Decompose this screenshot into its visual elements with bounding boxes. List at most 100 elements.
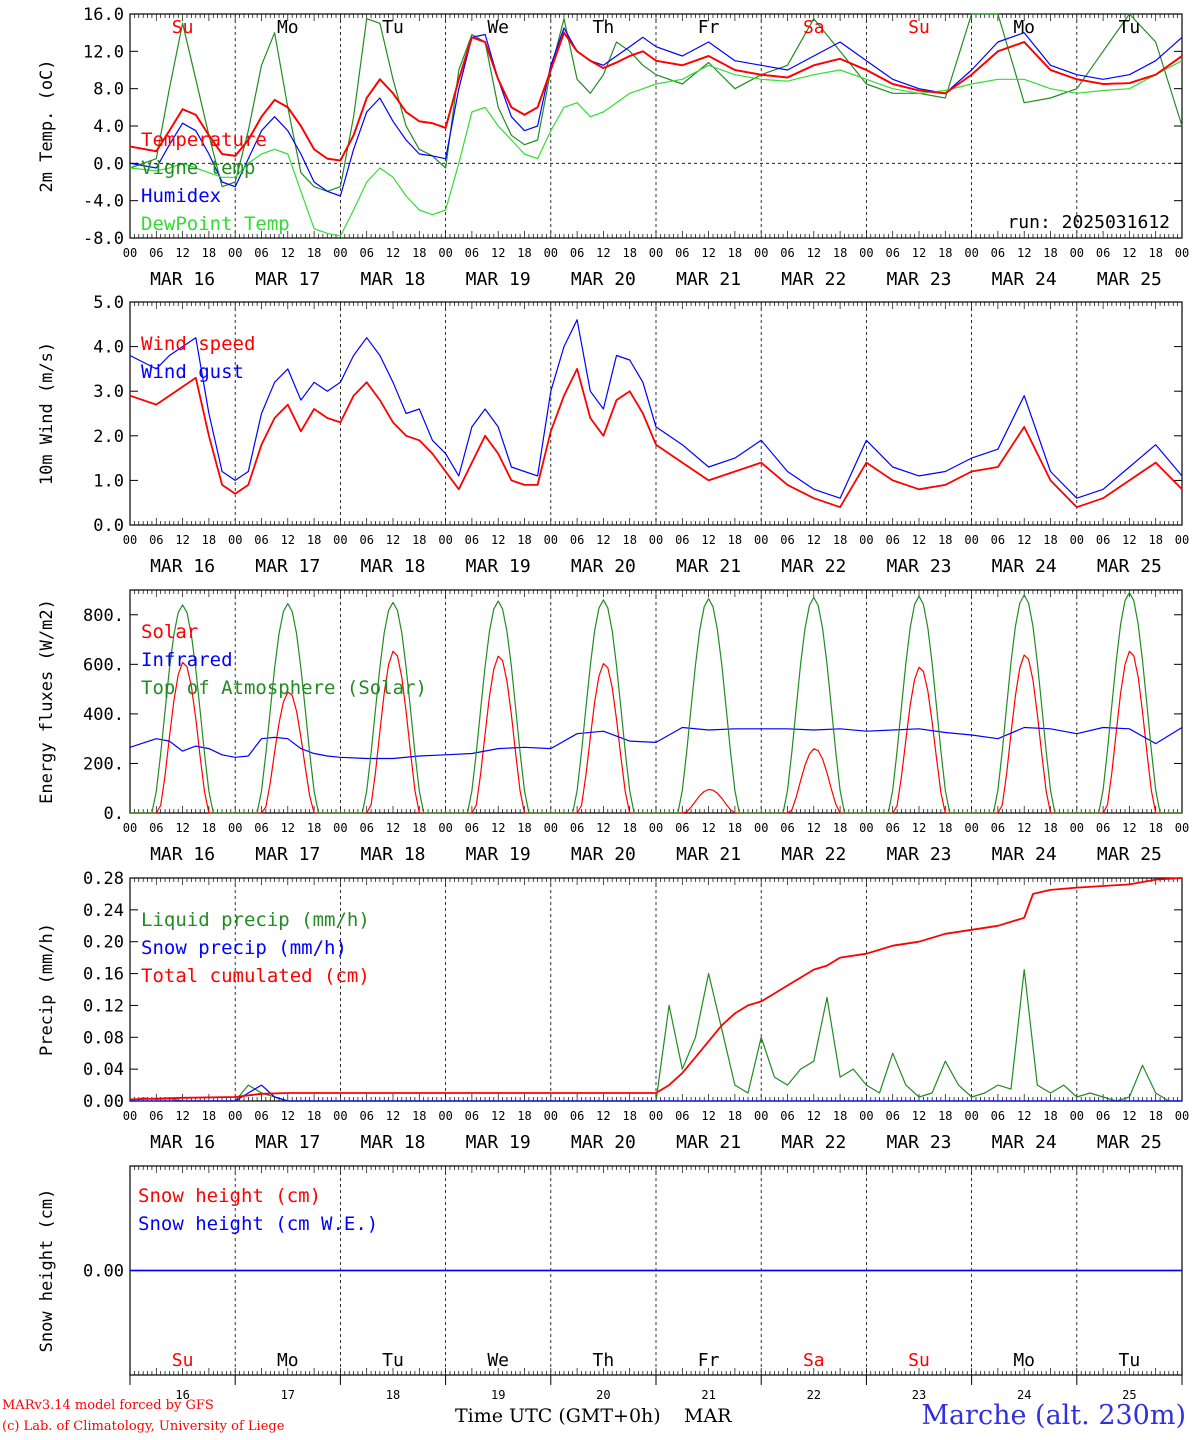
date-label: MAR 23 bbox=[886, 269, 951, 290]
hour-label: 18 bbox=[728, 821, 742, 835]
y-tick-label: 0.0 bbox=[93, 516, 124, 536]
hour-label: 00 bbox=[859, 1109, 873, 1123]
hour-label: 12 bbox=[175, 1109, 189, 1123]
hour-label: 00 bbox=[1175, 821, 1189, 835]
hour-label: 18 bbox=[1043, 246, 1057, 260]
hour-label: 06 bbox=[780, 246, 794, 260]
date-label: MAR 23 bbox=[886, 556, 951, 577]
day-number: 21 bbox=[701, 1388, 715, 1402]
day-name-tu2: Tu bbox=[1119, 17, 1141, 38]
legend-entry: DewPoint Temp bbox=[141, 213, 290, 235]
legend-entry: Wind gust bbox=[141, 361, 244, 383]
y-tick-label: 2.0 bbox=[93, 427, 124, 447]
hour-label: 06 bbox=[570, 821, 584, 835]
hour-label: 18 bbox=[307, 246, 321, 260]
hour-label: 12 bbox=[491, 246, 505, 260]
date-label: MAR 23 bbox=[886, 844, 951, 865]
hour-label: 06 bbox=[991, 821, 1005, 835]
panel-frame-2 bbox=[129, 301, 1183, 526]
series-line-wind-speed bbox=[129, 368, 1183, 509]
legend-entry: Snow height (cm W.E.) bbox=[138, 1213, 378, 1235]
hour-label: 12 bbox=[386, 533, 400, 547]
hour-label: 06 bbox=[780, 533, 794, 547]
date-label: MAR 25 bbox=[1097, 844, 1162, 865]
y-tick-label: 0.00 bbox=[83, 1092, 124, 1112]
hour-label: 06 bbox=[885, 1109, 899, 1123]
hour-label: 00 bbox=[123, 246, 137, 260]
date-label: MAR 22 bbox=[781, 269, 846, 290]
hour-label: 18 bbox=[833, 246, 847, 260]
hour-label: 06 bbox=[149, 246, 163, 260]
day-name-th: Th bbox=[593, 1350, 615, 1371]
hour-label: 12 bbox=[1122, 1109, 1136, 1123]
hour-label: 18 bbox=[1043, 821, 1057, 835]
y-tick-label: 0.20 bbox=[83, 933, 124, 953]
y-tick-label: 12.0 bbox=[83, 42, 124, 62]
legend-entry: Total cumulated (cm) bbox=[141, 965, 370, 987]
y-tick-label: 0.28 bbox=[83, 869, 124, 889]
hour-label: 06 bbox=[675, 246, 689, 260]
hour-label: 12 bbox=[281, 1109, 295, 1123]
day-name-fr: Fr bbox=[698, 1350, 720, 1371]
legend-entry: Top of Atmosphere (Solar) bbox=[141, 677, 427, 699]
hour-label: 12 bbox=[596, 1109, 610, 1123]
hour-label: 00 bbox=[228, 246, 242, 260]
date-label: MAR 22 bbox=[781, 1132, 846, 1153]
series-line-temperature-top bbox=[129, 30, 1183, 162]
hour-label: 18 bbox=[833, 821, 847, 835]
hour-label: 12 bbox=[175, 821, 189, 835]
date-label: MAR 24 bbox=[992, 269, 1057, 290]
series-line-infrared bbox=[129, 726, 1183, 760]
hour-label: 12 bbox=[701, 246, 715, 260]
hour-label: 00 bbox=[859, 246, 873, 260]
y-tick-label: -8.0 bbox=[83, 229, 124, 249]
date-label: MAR 17 bbox=[255, 556, 320, 577]
y-axis-label: 10m Wind (m/s) bbox=[37, 342, 57, 485]
hour-label: 12 bbox=[701, 821, 715, 835]
hour-label: 18 bbox=[833, 1109, 847, 1123]
y-tick-label: 0.08 bbox=[83, 1028, 124, 1048]
date-label: MAR 17 bbox=[255, 269, 320, 290]
hour-label: 18 bbox=[517, 1109, 531, 1123]
hour-label: 12 bbox=[281, 821, 295, 835]
day-number: 20 bbox=[596, 1388, 610, 1402]
y-axis-label: Energy fluxes (W/m2) bbox=[37, 599, 57, 804]
hour-label: 00 bbox=[123, 533, 137, 547]
hour-label: 06 bbox=[465, 246, 479, 260]
hour-label: 06 bbox=[149, 821, 163, 835]
hour-label: 12 bbox=[386, 246, 400, 260]
x-axis-month: MAR bbox=[684, 1405, 732, 1427]
hour-label: 00 bbox=[649, 246, 663, 260]
day-name-sa: Sa bbox=[803, 1350, 825, 1371]
hour-label: 18 bbox=[622, 821, 636, 835]
hour-label: 00 bbox=[754, 246, 768, 260]
hour-label: 00 bbox=[649, 533, 663, 547]
y-tick-label: 200. bbox=[83, 754, 124, 774]
hour-label: 12 bbox=[491, 533, 505, 547]
legend-entry: Infrared bbox=[141, 649, 233, 671]
hour-label: 12 bbox=[596, 246, 610, 260]
hour-label: 12 bbox=[1017, 1109, 1031, 1123]
hour-label: 06 bbox=[780, 1109, 794, 1123]
hour-label: 12 bbox=[1017, 821, 1031, 835]
hour-label: 06 bbox=[570, 533, 584, 547]
hour-label: 06 bbox=[991, 1109, 1005, 1123]
y-tick-label: 0.04 bbox=[83, 1060, 124, 1080]
hour-label: 00 bbox=[228, 1109, 242, 1123]
y-tick-label: 0.24 bbox=[83, 901, 124, 921]
y-axis-label: Precip (mm/h) bbox=[37, 923, 57, 1056]
hour-label: 06 bbox=[254, 1109, 268, 1123]
hour-label: 12 bbox=[912, 1109, 926, 1123]
hour-label: 06 bbox=[1096, 821, 1110, 835]
hour-label: 06 bbox=[1096, 1109, 1110, 1123]
hour-label: 06 bbox=[359, 246, 373, 260]
date-label: MAR 20 bbox=[571, 844, 636, 865]
date-label: MAR 20 bbox=[571, 556, 636, 577]
hour-label: 00 bbox=[438, 533, 452, 547]
hour-label: 06 bbox=[570, 1109, 584, 1123]
y-tick-label: 0.12 bbox=[83, 996, 124, 1016]
date-label: MAR 19 bbox=[466, 269, 531, 290]
hour-label: 12 bbox=[386, 1109, 400, 1123]
lab-credit: (c) Lab. of Climatology, University of L… bbox=[2, 1419, 285, 1434]
hour-label: 18 bbox=[202, 533, 216, 547]
